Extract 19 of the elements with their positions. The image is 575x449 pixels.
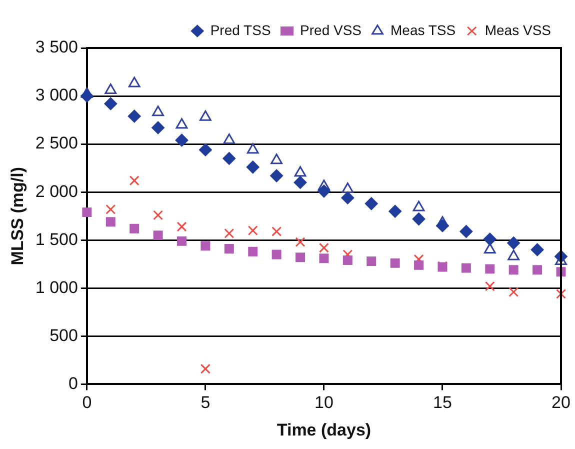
x-tick-label: 10 bbox=[314, 393, 334, 412]
y-axis-title: MLSS (mg/l) bbox=[8, 166, 27, 266]
y-tick-label: 1 000 bbox=[35, 278, 78, 297]
legend-label: Pred VSS bbox=[300, 22, 362, 38]
y-tick-label: 500 bbox=[50, 326, 78, 345]
y-tick-label: 3 000 bbox=[35, 86, 78, 105]
y-tick-label: 1 500 bbox=[35, 230, 78, 249]
y-tick-label: 2 000 bbox=[35, 182, 78, 201]
x-tick-label: 15 bbox=[433, 393, 452, 412]
legend-label: Meas TSS bbox=[390, 22, 456, 38]
legend-label: Pred TSS bbox=[210, 22, 271, 38]
x-tick-label: 0 bbox=[82, 393, 92, 412]
y-tick-label: 0 bbox=[68, 374, 78, 393]
x-tick-label: 20 bbox=[552, 393, 570, 412]
y-tick-label: 2 500 bbox=[35, 134, 78, 153]
x-tick-label: 5 bbox=[200, 393, 210, 412]
x-axis-title: Time (days) bbox=[276, 420, 372, 440]
y-tick-label: 3 500 bbox=[35, 38, 78, 57]
legend-label: Meas VSS bbox=[484, 22, 552, 38]
